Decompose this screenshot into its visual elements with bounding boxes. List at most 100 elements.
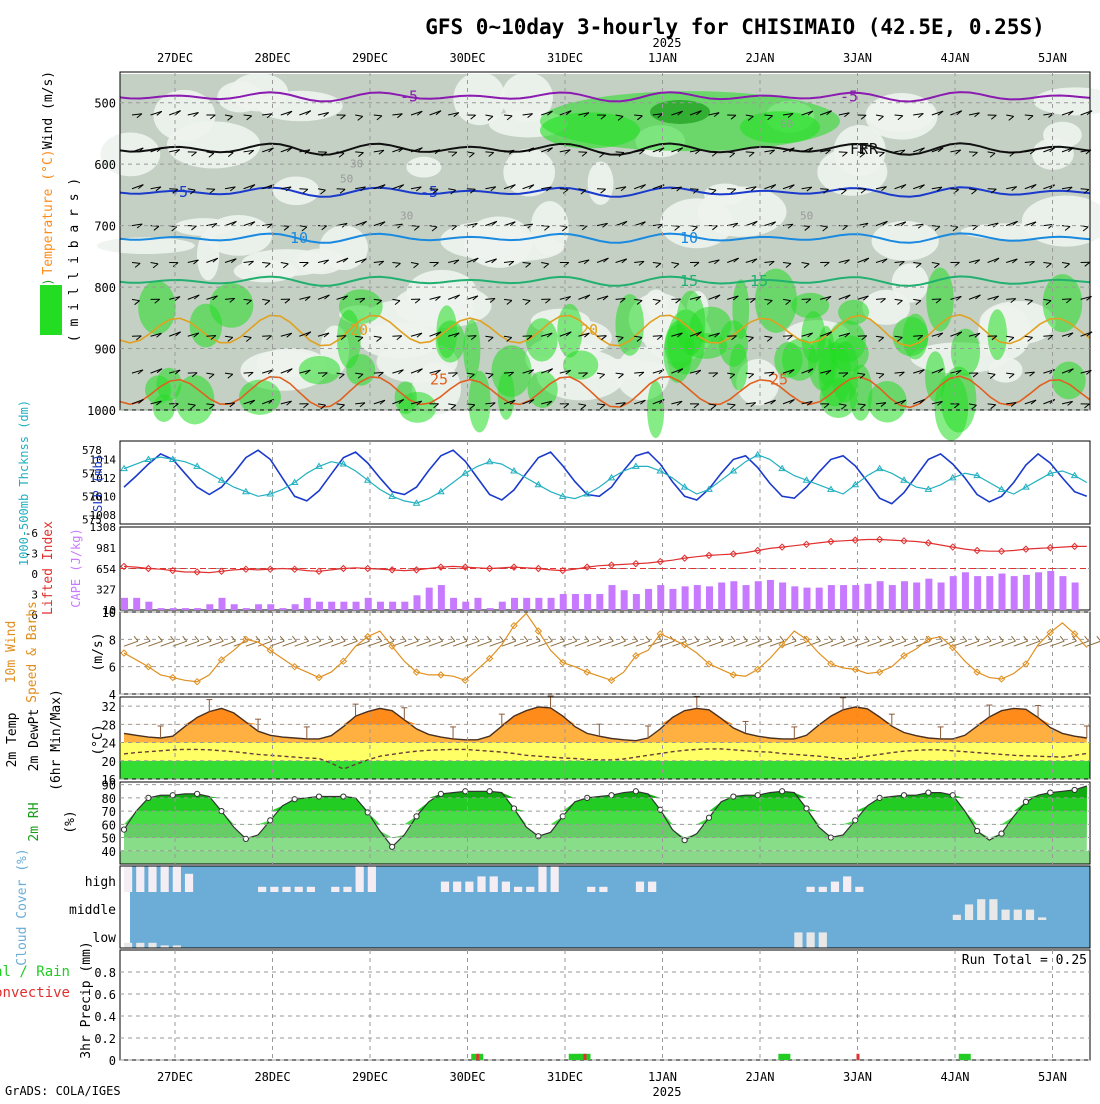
date-tick-bottom: 5JAN xyxy=(1038,1070,1067,1084)
wind-barb-10m xyxy=(758,641,772,646)
cape-bar xyxy=(219,598,226,610)
rh-moist-blob xyxy=(615,294,644,356)
wind-barb-10m xyxy=(429,641,443,646)
wind-barb-10m-flag xyxy=(817,636,821,641)
precip-panel-frame xyxy=(120,950,1090,1060)
wind-barb-10m xyxy=(965,641,979,646)
cape-bar xyxy=(596,594,603,610)
date-tick-top: 31DEC xyxy=(547,51,583,65)
cape-bar xyxy=(816,588,823,610)
lifted-index-tick-label: 0 xyxy=(31,568,38,581)
wind-barb-10m xyxy=(904,641,918,646)
cape-bar xyxy=(535,598,542,610)
wind-barb-10m-flag xyxy=(743,636,747,641)
wind-barb-10m xyxy=(880,641,894,646)
cloud-bar-high xyxy=(356,866,364,892)
wind-barb-10m-flag xyxy=(427,636,431,641)
wind-barb-10m xyxy=(453,641,467,646)
pressure-tick-label: 800 xyxy=(94,281,116,295)
wind-barb-10m-flag xyxy=(622,636,626,641)
cloud-bar-low xyxy=(794,932,802,948)
date-tick-top: 5JAN xyxy=(1038,51,1067,65)
rh-dry-blob xyxy=(320,225,368,270)
date-tick-bottom: 30DEC xyxy=(449,1070,485,1084)
cape-tick-label: 327 xyxy=(96,584,116,597)
cape-bar xyxy=(560,594,567,610)
date-tick-top: 30DEC xyxy=(449,51,485,65)
cape-bar xyxy=(767,580,774,610)
cape-bar xyxy=(450,598,457,610)
cloud-bar-high xyxy=(819,887,827,892)
temp-tick-label: 32 xyxy=(102,700,116,714)
wind-barb-10m xyxy=(831,641,845,646)
rh-ylabel-1: 2m RH xyxy=(27,802,42,841)
wind-barb-10m-flag xyxy=(487,636,491,641)
cape-bar xyxy=(523,598,530,610)
rh-marker xyxy=(1023,799,1028,804)
cloud-bar-high xyxy=(526,887,534,892)
rh-base-band xyxy=(120,851,1090,864)
cloud-bar-high xyxy=(331,887,339,892)
cape-bar xyxy=(864,584,871,610)
wind-barb-10m-flag xyxy=(536,636,540,641)
cape-bar xyxy=(474,598,481,610)
wind-tick-label: 8 xyxy=(109,633,116,647)
cape-bar xyxy=(231,604,238,610)
cape-bar xyxy=(511,598,518,610)
temp-ylabel-2: 2m DewPt xyxy=(27,709,42,772)
date-tick-top: 1JAN xyxy=(648,51,677,65)
cloud-bar-high xyxy=(441,882,449,892)
wind-barb-shaft xyxy=(597,336,606,337)
rh-tick-label: 50 xyxy=(102,832,116,846)
wind-barb-10m xyxy=(953,641,967,646)
wind-barb-10m-flag xyxy=(975,636,979,641)
cape-bar xyxy=(158,608,165,610)
rh-contour-label: 50 xyxy=(340,173,353,186)
wind-barb-10m-flag xyxy=(707,636,711,641)
isotherm-label: 10 xyxy=(680,229,698,247)
precip-total-bar xyxy=(778,1054,790,1060)
date-tick-top: 3JAN xyxy=(843,51,872,65)
wind-barb-10m xyxy=(343,641,357,646)
pressure-tick-label: 500 xyxy=(94,97,116,111)
precip-convective-bar xyxy=(476,1054,479,1060)
wind-barb-10m xyxy=(477,641,491,646)
wind-barb-10m xyxy=(563,641,577,646)
precip-tick-label: 0.4 xyxy=(94,1010,116,1024)
wind-barb-shaft xyxy=(876,152,884,153)
cloud-bar-high xyxy=(831,882,839,892)
temp-band-yellow xyxy=(120,743,1090,761)
rh-marker xyxy=(804,806,809,811)
wind-barb-10m-flag xyxy=(1036,636,1040,641)
cape-bar xyxy=(414,595,421,610)
wind-barb-shaft xyxy=(616,152,624,153)
rh-marker xyxy=(390,844,395,849)
cloud-bar-middle xyxy=(965,904,973,920)
rh-moist-blob xyxy=(138,281,176,334)
wind-barb-10m-flag xyxy=(1085,636,1089,641)
wind-barb-10m-flag xyxy=(573,636,577,641)
cloud-bar-low xyxy=(819,932,827,948)
rh-dry-blob xyxy=(872,221,939,261)
cape-bar xyxy=(499,602,506,610)
wind-barb-shaft xyxy=(727,336,736,337)
wind-barb-10m xyxy=(368,641,382,646)
rh-moist-blob xyxy=(563,350,598,379)
wind-barb-10m xyxy=(928,641,942,646)
wind-barb-10m-flag xyxy=(561,636,565,641)
wind-barb-10m-flag xyxy=(987,636,991,641)
pressure-tick-label: 1000 xyxy=(87,404,116,418)
cape-bar xyxy=(779,583,786,610)
upper-air-ylabel-temp: Temperature (°C) xyxy=(41,149,56,274)
wind-barb-shaft xyxy=(430,189,438,190)
rh-moist-blob xyxy=(828,320,865,362)
cloud-bar-high xyxy=(270,887,278,892)
cloud-bar-high xyxy=(282,887,290,892)
cape-bar xyxy=(669,589,676,610)
wind-barb-10m-flag xyxy=(548,636,552,641)
cloud-bar-high xyxy=(648,882,656,892)
wind-barb-10m xyxy=(575,641,589,646)
wind-barb-10m-flag xyxy=(232,636,236,641)
rh-moist-blob xyxy=(526,318,558,362)
wind-barb-10m xyxy=(855,641,869,646)
